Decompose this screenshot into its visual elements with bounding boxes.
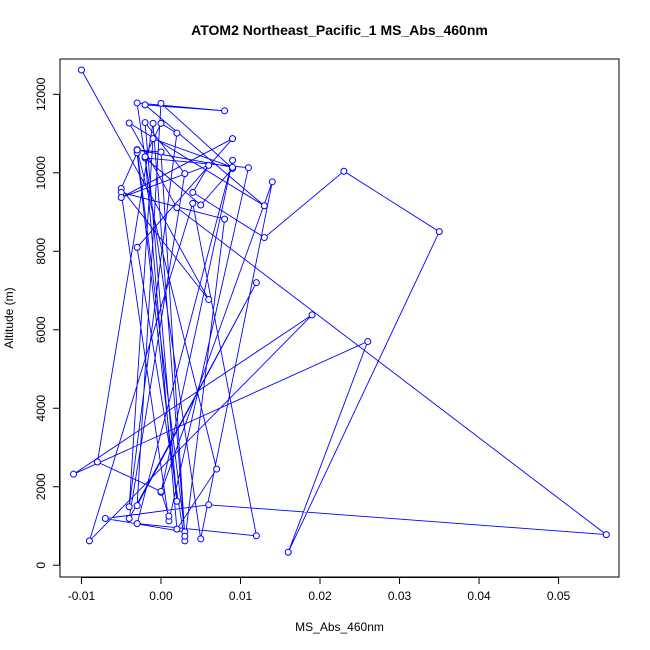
y-tick-label: 2000: [34, 473, 48, 500]
data-point: [133, 146, 141, 154]
chart-title: ATOM2 Northeast_Pacific_1 MS_Abs_460nm: [191, 22, 488, 38]
data-point: [133, 520, 141, 528]
data-point: [141, 153, 149, 161]
data-point: [181, 532, 189, 540]
data-point: [252, 279, 260, 287]
data-point: [244, 164, 252, 172]
data-point: [364, 338, 372, 346]
data-point: [125, 119, 133, 127]
y-tick-label: 4000: [34, 395, 48, 422]
data-point: [173, 497, 181, 505]
data-point: [141, 119, 149, 127]
data-point: [77, 66, 85, 74]
data-point: [149, 135, 157, 143]
data-point: [284, 548, 292, 556]
data-point: [435, 228, 443, 236]
data-point: [157, 487, 165, 495]
data-point: [221, 107, 229, 115]
x-axis-label: MS_Abs_460nm: [295, 620, 384, 634]
data-point: [260, 234, 268, 242]
y-tick-label: 10000: [34, 156, 48, 190]
data-point: [340, 167, 348, 175]
data-point: [205, 161, 213, 169]
x-tick-label: 0.05: [547, 589, 571, 603]
data-point: [173, 204, 181, 212]
data-point: [125, 503, 133, 511]
data-point: [197, 535, 205, 543]
data-point: [133, 502, 141, 510]
data-point: [205, 296, 213, 304]
data-point: [125, 515, 133, 523]
data-point: [268, 178, 276, 186]
data-point: [133, 243, 141, 251]
data-point: [221, 215, 229, 223]
data-point: [260, 202, 268, 210]
data-point: [157, 99, 165, 107]
data-point: [181, 170, 189, 178]
data-point: [229, 135, 237, 143]
data-point: [173, 525, 181, 533]
data-point: [165, 512, 173, 520]
data-point: [189, 199, 197, 207]
data-point: [213, 465, 221, 473]
data-point: [117, 194, 125, 202]
x-tick-label: 0.01: [229, 589, 253, 603]
x-tick-label: 0.02: [308, 589, 332, 603]
y-tick-label: 0: [34, 562, 48, 569]
data-point: [157, 119, 165, 127]
y-tick-label: 8000: [34, 238, 48, 265]
data-point: [133, 99, 141, 107]
series-line: [73, 69, 608, 553]
series-ms-abs-460nm: [70, 66, 610, 556]
x-tick-label: 0.03: [388, 589, 412, 603]
data-point: [70, 470, 78, 478]
x-tick-label: 0.04: [467, 589, 491, 603]
data-point: [308, 311, 316, 319]
data-point: [93, 458, 101, 466]
data-point: [229, 163, 237, 171]
y-tick-label: 6000: [34, 316, 48, 343]
data-point: [101, 515, 109, 523]
x-tick-label: -0.01: [68, 589, 96, 603]
data-point: [173, 129, 181, 137]
data-point: [252, 532, 260, 540]
data-point: [205, 501, 213, 509]
x-tick-label: 0.00: [149, 589, 173, 603]
data-point: [141, 101, 149, 109]
data-point: [157, 148, 165, 156]
data-point: [197, 201, 205, 209]
data-point: [85, 537, 93, 545]
y-axis-label: Altitude (m): [2, 287, 16, 348]
data-point: [229, 156, 237, 164]
x-axis: -0.01 0.00 0.01 0.02 0.03 0.04 0.05: [68, 577, 571, 603]
y-tick-label: 12000: [34, 77, 48, 111]
y-axis: 0 2000 4000 6000 8000 10000 12000: [34, 77, 60, 569]
data-point: [189, 188, 197, 196]
data-point: [149, 119, 157, 127]
data-point: [602, 531, 610, 539]
